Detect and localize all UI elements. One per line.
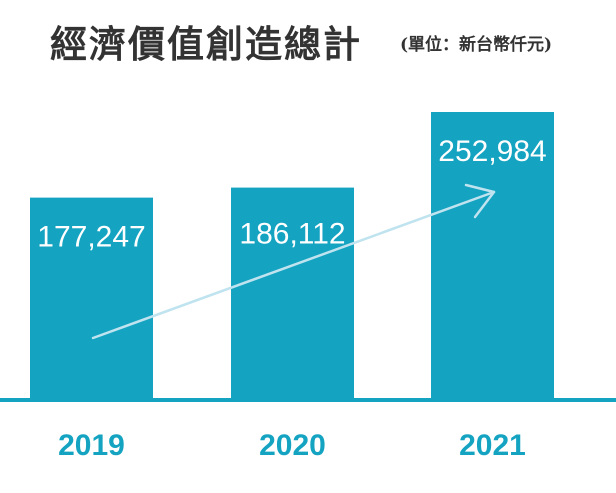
bar-value-label: 252,984 (438, 135, 546, 168)
bar-value-label: 186,112 (239, 218, 345, 251)
x-tick-label: 2019 (58, 429, 125, 462)
trend-arrow-line (91, 190, 496, 340)
chart-unit-label: (單位：新台幣仟元) (400, 35, 553, 55)
x-axis-line (0, 398, 616, 402)
bar-2021 (431, 112, 554, 398)
bar-2020 (231, 187, 354, 398)
x-tick-label: 2021 (459, 429, 526, 462)
chart-title: 經濟價值創造總計 (50, 22, 362, 66)
trend-arrow-head (464, 183, 496, 219)
bar-value-label: 177,247 (37, 221, 145, 254)
x-tick-label: 2020 (259, 429, 326, 462)
bar-2019 (30, 197, 153, 398)
